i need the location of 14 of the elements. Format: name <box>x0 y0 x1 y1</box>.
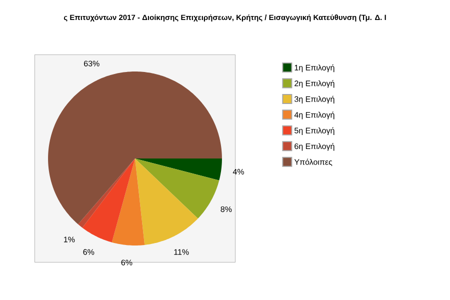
legend-label: 6η Επιλογή <box>294 143 334 151</box>
legend-label: 4η Επιλογή <box>294 112 334 120</box>
data-label: 11% <box>174 249 189 255</box>
legend-label: Υπόλοιπες <box>294 158 332 166</box>
legend-label: 5η Επιλογή <box>294 127 334 135</box>
legend-label: 2η Επιλογή <box>294 80 334 88</box>
data-label: 4% <box>232 168 244 175</box>
legend-label: 1η Επιλογή <box>294 64 334 72</box>
data-label: 63% <box>84 60 100 66</box>
data-label: 6% <box>121 260 132 266</box>
data-label: 6% <box>83 249 94 255</box>
data-label: 1% <box>64 236 75 242</box>
data-label: 8% <box>220 206 232 212</box>
legend-label: 3η Επιλογή <box>294 96 334 104</box>
